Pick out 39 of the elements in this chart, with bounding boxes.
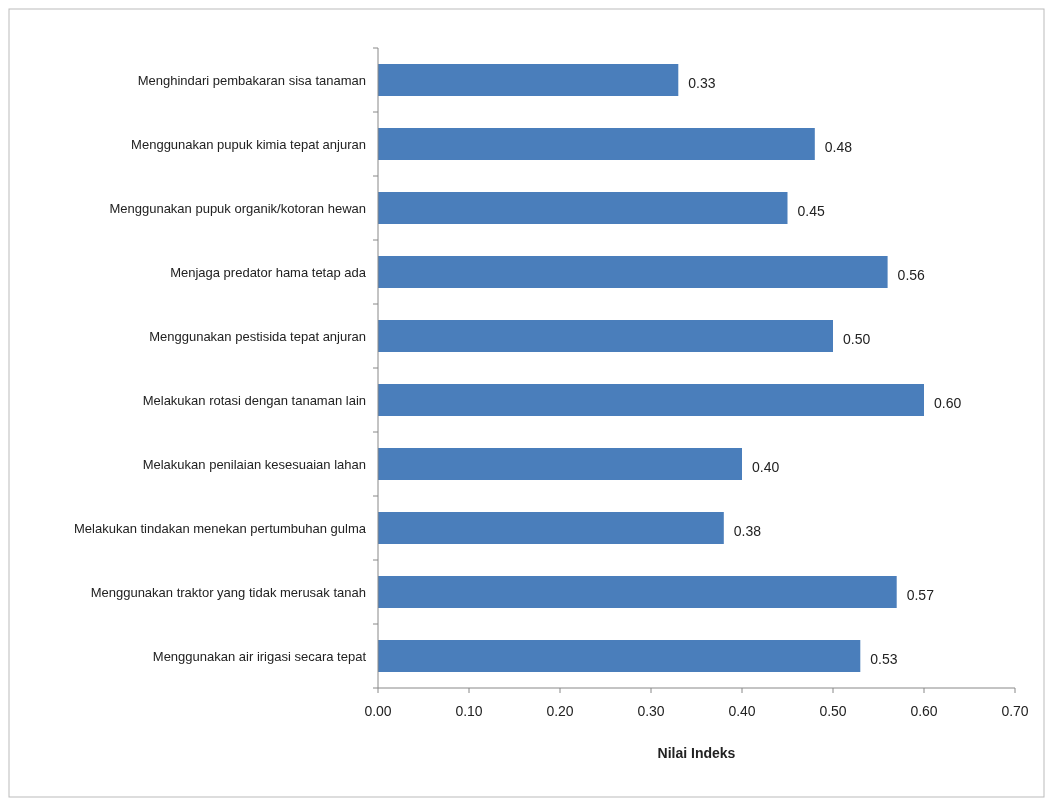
- bar: [378, 64, 679, 96]
- x-tick-label: 0.30: [637, 703, 665, 719]
- y-tick-label: Menggunakan traktor yang tidak merusak tanah: [90, 585, 366, 600]
- y-tick-label: Melakukan rotasi dengan tanaman lain: [142, 393, 366, 408]
- data-label: 0.40: [752, 459, 780, 475]
- y-tick-label: Melakukan tindakan menekan pertumbuhan gulma: [74, 521, 367, 536]
- x-tick-label: 0.00: [364, 703, 392, 719]
- bar: [378, 192, 788, 224]
- data-label: 0.56: [897, 267, 926, 283]
- x-tick-label: 0.20: [546, 703, 574, 719]
- data-label: 0.60: [934, 395, 962, 411]
- bar: [378, 384, 924, 416]
- bar: [378, 512, 724, 544]
- bar: [378, 256, 888, 288]
- x-tick-label: 0.60: [910, 703, 938, 719]
- x-axis-title: Nilai Indeks: [657, 745, 736, 761]
- y-tick-label: Menggunakan pupuk organik/kotoran hewan: [109, 201, 366, 216]
- data-label: 0.45: [797, 203, 825, 219]
- x-tick-label: 0.50: [819, 703, 847, 719]
- y-tick-label: Menghindari pembakaran sisa tanaman: [137, 73, 366, 88]
- data-label: 0.33: [688, 75, 716, 91]
- data-label: 0.48: [824, 139, 853, 155]
- x-tick-label: 0.10: [455, 703, 483, 719]
- bar: [378, 640, 861, 672]
- y-tick-label: Menggunakan pestisida tepat anjuran: [149, 329, 366, 344]
- y-tick-label: Menjaga predator hama tetap ada: [170, 265, 367, 280]
- x-tick-label: 0.70: [1001, 703, 1029, 719]
- data-label: 0.53: [870, 651, 898, 667]
- x-tick-label: 0.40: [728, 703, 756, 719]
- y-tick-label: Menggunakan pupuk kimia tepat anjuran: [131, 137, 366, 152]
- data-label: 0.57: [906, 587, 935, 603]
- y-tick-label: Melakukan penilaian kesesuaian lahan: [142, 457, 366, 472]
- y-tick-label: Menggunakan air irigasi secara tepat: [152, 649, 367, 664]
- data-label: 0.50: [843, 331, 871, 347]
- bar: [378, 448, 742, 480]
- bar: [378, 576, 897, 608]
- bar: [378, 128, 815, 160]
- data-label: 0.38: [733, 523, 762, 539]
- bar: [378, 320, 833, 352]
